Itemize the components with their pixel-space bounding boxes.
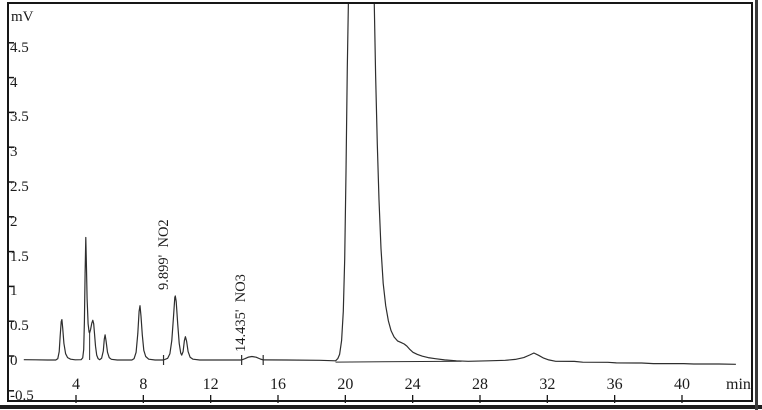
y-tick-label: 2 xyxy=(10,213,18,230)
x-tick-label: 16 xyxy=(269,376,286,393)
y-tick-label: 2.5 xyxy=(10,179,29,195)
y-tick-label: 4 xyxy=(10,74,18,91)
x-tick-label: 28 xyxy=(471,376,488,393)
y-tick-label: -0.5 xyxy=(10,387,34,404)
x-tick-label: 40 xyxy=(673,376,690,393)
scan-edge-right xyxy=(755,0,758,410)
y-tick-label: 1 xyxy=(10,283,18,300)
scan-edge-bottom xyxy=(0,405,762,409)
x-tick-label: 4 xyxy=(72,376,80,393)
x-tick-label: 20 xyxy=(337,376,354,393)
y-tick-label: 4.5 xyxy=(10,39,29,56)
x-tick-label: 24 xyxy=(404,376,421,393)
y-tick-label: 0.5 xyxy=(10,318,29,335)
x-axis-unit-label: min xyxy=(726,376,751,393)
y-tick-label: 3 xyxy=(10,144,18,161)
x-tick-label: 36 xyxy=(606,376,623,393)
x-tick-label: 12 xyxy=(202,376,219,393)
y-tick-label: 1.5 xyxy=(10,248,29,265)
peak-annotation-no3: 14.435' NO3 xyxy=(232,273,249,352)
x-tick-label: 8 xyxy=(139,376,148,393)
y-axis-unit-label: mV xyxy=(11,9,34,25)
y-tick-label: 3.5 xyxy=(10,109,29,126)
integration-baseline xyxy=(335,360,462,363)
x-tick-label: 32 xyxy=(539,376,556,393)
peak-annotation-no2: 9.899' NO2 xyxy=(156,219,173,291)
y-tick-label: 0 xyxy=(10,353,18,369)
chromatogram-trace xyxy=(23,4,736,365)
plot-frame xyxy=(7,2,753,402)
